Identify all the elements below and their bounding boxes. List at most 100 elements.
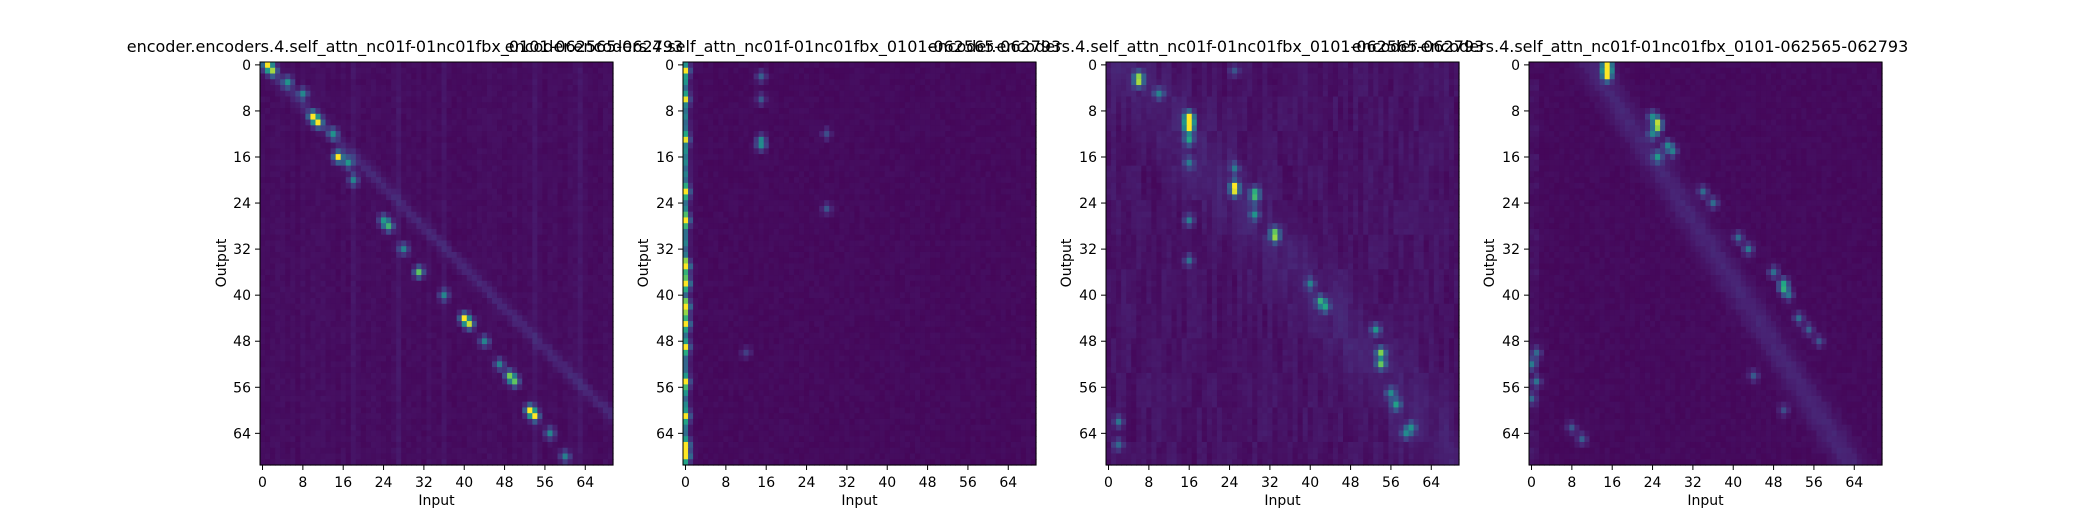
heatmap-cell xyxy=(416,73,422,80)
heatmap-cell xyxy=(290,188,296,196)
heatmap-cell xyxy=(552,234,559,242)
heatmap-cell xyxy=(260,223,266,230)
heatmap-cell xyxy=(340,240,347,247)
heatmap-cell xyxy=(416,177,422,184)
heatmap-cell xyxy=(431,165,438,172)
heatmap-cell xyxy=(446,436,453,443)
heatmap-cell xyxy=(451,436,458,443)
heatmap-cell xyxy=(572,90,579,98)
heatmap-cell xyxy=(507,338,513,345)
heatmap-cell xyxy=(537,165,543,172)
heatmap-cell xyxy=(270,344,276,351)
heatmap-cell xyxy=(260,234,266,242)
heatmap-cell xyxy=(355,171,362,178)
heatmap-cell xyxy=(305,338,312,345)
heatmap-cell xyxy=(567,205,574,213)
heatmap-cell xyxy=(330,378,337,385)
heatmap-cell xyxy=(572,407,579,414)
heatmap-cell xyxy=(411,102,417,109)
x-tick-label: 48 xyxy=(496,475,514,491)
heatmap-cell xyxy=(486,275,493,282)
heatmap-cell xyxy=(572,459,579,466)
heatmap-cell xyxy=(280,223,286,230)
heatmap-cell xyxy=(375,390,382,397)
heatmap-cell xyxy=(597,205,604,213)
heatmap-cell xyxy=(502,280,508,288)
heatmap-cell xyxy=(421,332,428,339)
heatmap-cell xyxy=(406,136,412,144)
heatmap-cell xyxy=(476,395,483,403)
heatmap-cell xyxy=(507,390,513,397)
heatmap-cell xyxy=(522,355,528,362)
heatmap-cell xyxy=(386,177,392,184)
heatmap-cell xyxy=(517,79,523,86)
heatmap-cell xyxy=(310,326,317,334)
heatmap-cell xyxy=(391,401,397,409)
heatmap-cell xyxy=(491,171,498,178)
heatmap-cell xyxy=(542,159,549,167)
heatmap-cell xyxy=(466,188,473,196)
heatmap-cell xyxy=(270,453,276,460)
heatmap-cell xyxy=(330,321,337,328)
heatmap-cell xyxy=(411,171,417,178)
heatmap-cell xyxy=(401,85,407,92)
heatmap-cell xyxy=(300,413,306,420)
heatmap-cell xyxy=(461,298,468,305)
heatmap-cell xyxy=(592,188,599,196)
heatmap-cell xyxy=(350,361,357,368)
heatmap-cell xyxy=(507,102,513,109)
heatmap-cell xyxy=(491,96,498,103)
heatmap-cell xyxy=(476,108,483,115)
heatmap-cell xyxy=(305,148,312,155)
heatmap-cell xyxy=(290,453,296,460)
heatmap-cell xyxy=(345,321,352,328)
heatmap-cell xyxy=(265,441,271,449)
heatmap-cell xyxy=(350,401,357,409)
heatmap-cell xyxy=(592,384,599,391)
heatmap-cell xyxy=(567,275,574,282)
x-tick-label: 64 xyxy=(576,475,594,491)
heatmap-cell xyxy=(300,298,306,305)
heatmap-cell xyxy=(607,367,614,374)
heatmap-cell xyxy=(401,344,407,351)
heatmap-cell xyxy=(375,223,382,230)
heatmap-cell xyxy=(502,108,508,115)
heatmap-cell xyxy=(491,194,498,201)
heatmap-cell xyxy=(391,154,397,161)
heatmap-cell xyxy=(381,228,387,236)
heatmap-cell xyxy=(532,228,538,236)
heatmap-cell xyxy=(396,217,402,224)
heatmap-cell xyxy=(370,171,377,178)
heatmap-cell xyxy=(280,171,286,178)
heatmap-cell xyxy=(522,436,528,443)
heatmap-cell xyxy=(542,90,549,98)
heatmap-cell xyxy=(572,182,579,190)
heatmap-cell xyxy=(320,119,327,126)
heatmap-cell xyxy=(345,441,352,449)
heatmap-cell xyxy=(320,298,327,305)
heatmap-cell xyxy=(260,447,266,455)
heatmap-cell xyxy=(436,275,443,282)
heatmap-cell xyxy=(355,62,362,69)
heatmap-cell xyxy=(507,263,513,270)
heatmap-cell xyxy=(411,280,417,288)
heatmap-cell xyxy=(577,309,584,316)
heatmap-cell xyxy=(557,298,564,305)
heatmap-cell xyxy=(386,108,392,115)
heatmap-cell xyxy=(708,62,714,69)
heatmap-cell xyxy=(320,154,327,161)
heatmap-cell xyxy=(507,154,513,161)
heatmap-cell xyxy=(290,309,296,316)
heatmap-cell xyxy=(320,326,327,334)
heatmap-cell xyxy=(350,303,357,311)
heatmap-cell xyxy=(517,298,523,305)
heatmap-cell xyxy=(537,326,543,334)
heatmap-cell xyxy=(466,269,473,276)
heatmap-cell xyxy=(275,113,281,121)
heatmap-cell xyxy=(285,257,291,265)
heatmap-cell xyxy=(930,62,936,69)
heatmap-cell xyxy=(285,142,291,149)
heatmap-cell xyxy=(542,361,549,368)
heatmap-cell xyxy=(592,79,599,86)
heatmap-cell xyxy=(522,263,528,270)
